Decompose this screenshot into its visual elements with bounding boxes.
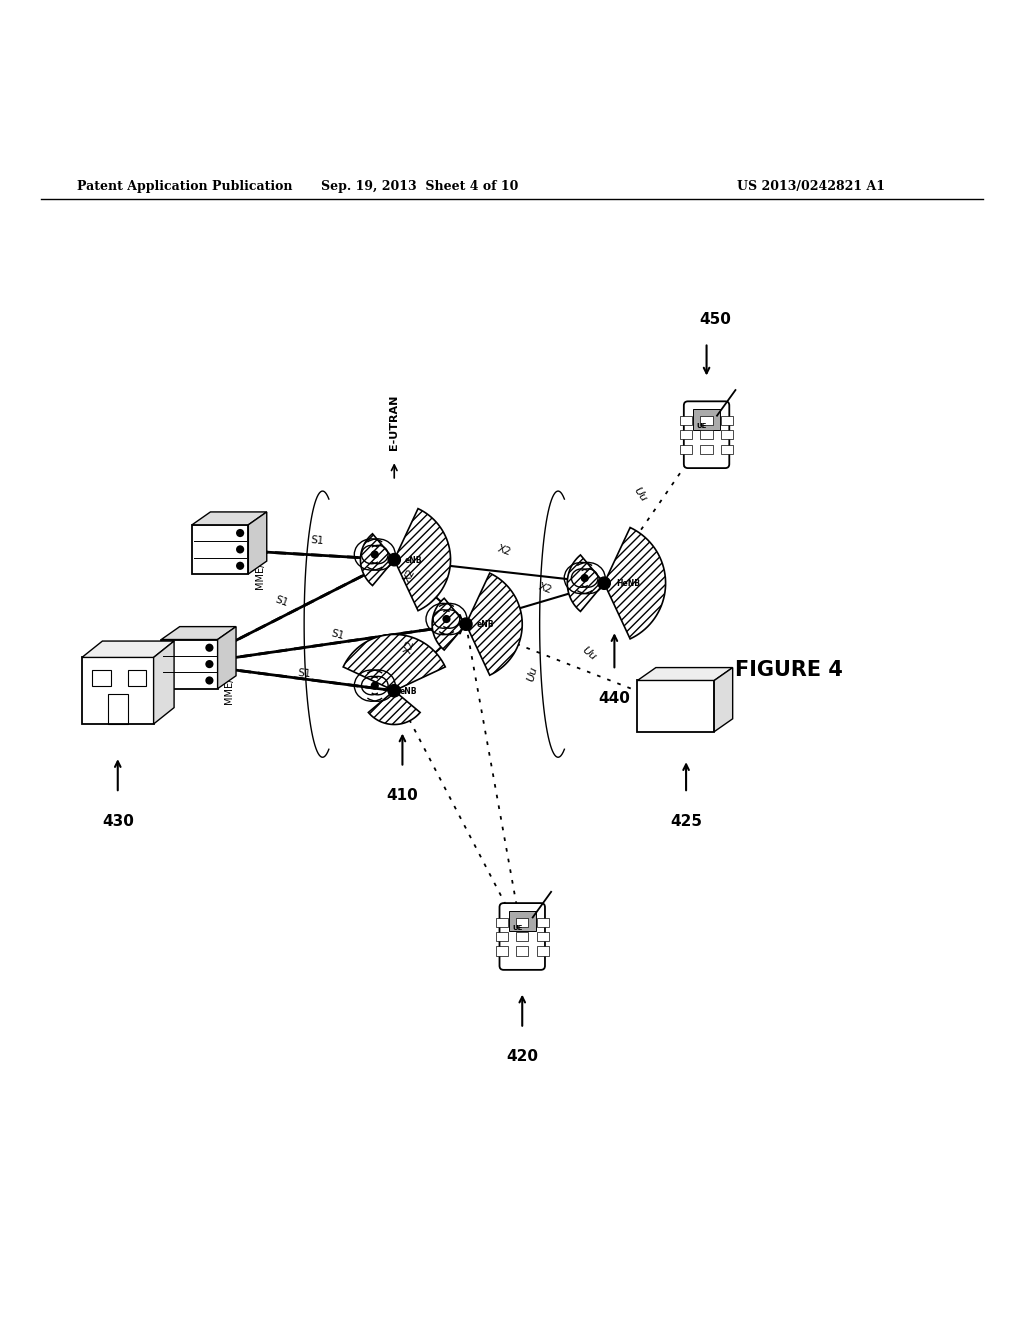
Text: UE: UE xyxy=(696,422,707,429)
Text: X2: X2 xyxy=(403,639,416,655)
Bar xyxy=(680,416,692,425)
Polygon shape xyxy=(217,627,236,689)
Text: Uu: Uu xyxy=(632,486,648,503)
Bar xyxy=(496,932,508,941)
Text: 440: 440 xyxy=(598,690,631,706)
Text: S1: S1 xyxy=(310,535,325,546)
Text: Sep. 19, 2013  Sheet 4 of 10: Sep. 19, 2013 Sheet 4 of 10 xyxy=(322,181,518,194)
Text: Uu: Uu xyxy=(525,665,540,682)
Text: 425: 425 xyxy=(670,813,702,829)
FancyBboxPatch shape xyxy=(684,401,729,469)
Bar xyxy=(162,639,217,689)
Polygon shape xyxy=(193,512,266,525)
Bar xyxy=(700,416,713,425)
Text: eNB: eNB xyxy=(399,686,417,696)
Circle shape xyxy=(581,574,589,582)
Circle shape xyxy=(388,553,400,566)
Bar xyxy=(680,445,692,454)
Circle shape xyxy=(388,685,400,697)
Circle shape xyxy=(205,676,213,685)
Polygon shape xyxy=(715,668,733,731)
Circle shape xyxy=(371,681,379,689)
Text: S1: S1 xyxy=(273,595,290,609)
Bar xyxy=(537,932,549,941)
Text: Uu: Uu xyxy=(580,644,598,663)
Text: 420: 420 xyxy=(506,1049,539,1064)
Circle shape xyxy=(442,615,451,623)
Text: X2: X2 xyxy=(401,566,418,583)
Text: UE: UE xyxy=(512,925,522,931)
Bar xyxy=(680,430,692,440)
Text: 410: 410 xyxy=(386,788,419,803)
Polygon shape xyxy=(154,642,174,723)
Bar xyxy=(721,416,733,425)
Polygon shape xyxy=(369,690,420,725)
Bar xyxy=(516,932,528,941)
Text: FIGURE 4: FIGURE 4 xyxy=(734,660,843,680)
Polygon shape xyxy=(360,533,394,586)
Polygon shape xyxy=(82,642,174,657)
Bar xyxy=(496,946,508,956)
Circle shape xyxy=(205,660,213,668)
Polygon shape xyxy=(466,573,522,676)
Polygon shape xyxy=(604,528,666,639)
Bar xyxy=(108,694,128,723)
Circle shape xyxy=(598,577,610,589)
Polygon shape xyxy=(343,635,445,690)
Text: E-UTRAN: E-UTRAN xyxy=(389,395,399,450)
Text: S1: S1 xyxy=(330,628,346,642)
Circle shape xyxy=(236,529,244,537)
Circle shape xyxy=(236,562,244,570)
Bar xyxy=(700,430,713,440)
Text: MME/SAE GW: MME/SAE GW xyxy=(225,639,236,705)
Bar xyxy=(537,946,549,956)
Bar xyxy=(496,917,508,927)
Text: X2: X2 xyxy=(497,544,512,558)
Bar xyxy=(193,525,248,574)
Circle shape xyxy=(236,545,244,553)
Bar xyxy=(509,911,536,932)
Circle shape xyxy=(205,644,213,652)
Bar xyxy=(537,917,549,927)
Bar xyxy=(516,917,528,927)
Bar xyxy=(82,657,154,723)
Polygon shape xyxy=(394,508,451,611)
Bar xyxy=(693,409,720,429)
Bar xyxy=(637,681,715,731)
Bar xyxy=(721,445,733,454)
Bar xyxy=(516,946,528,956)
FancyBboxPatch shape xyxy=(500,903,545,970)
Polygon shape xyxy=(162,627,236,639)
Text: eNB: eNB xyxy=(476,620,494,630)
Polygon shape xyxy=(432,598,466,649)
Bar xyxy=(128,671,146,685)
Circle shape xyxy=(460,618,472,631)
Text: X2: X2 xyxy=(538,581,553,595)
Text: S1: S1 xyxy=(297,668,311,680)
Text: eNB: eNB xyxy=(404,556,422,565)
Circle shape xyxy=(371,550,379,558)
Polygon shape xyxy=(567,554,604,611)
Text: 450: 450 xyxy=(698,313,731,327)
Bar xyxy=(700,445,713,454)
Text: MME/SAE GW: MME/SAE GW xyxy=(256,525,266,590)
Bar xyxy=(721,430,733,440)
Bar xyxy=(92,671,111,685)
Text: 430: 430 xyxy=(101,813,134,829)
Text: US 2013/0242821 A1: US 2013/0242821 A1 xyxy=(737,181,886,194)
Polygon shape xyxy=(637,668,733,681)
Text: HeNB: HeNB xyxy=(616,579,640,589)
Polygon shape xyxy=(248,512,266,574)
Text: Patent Application Publication: Patent Application Publication xyxy=(77,181,292,194)
